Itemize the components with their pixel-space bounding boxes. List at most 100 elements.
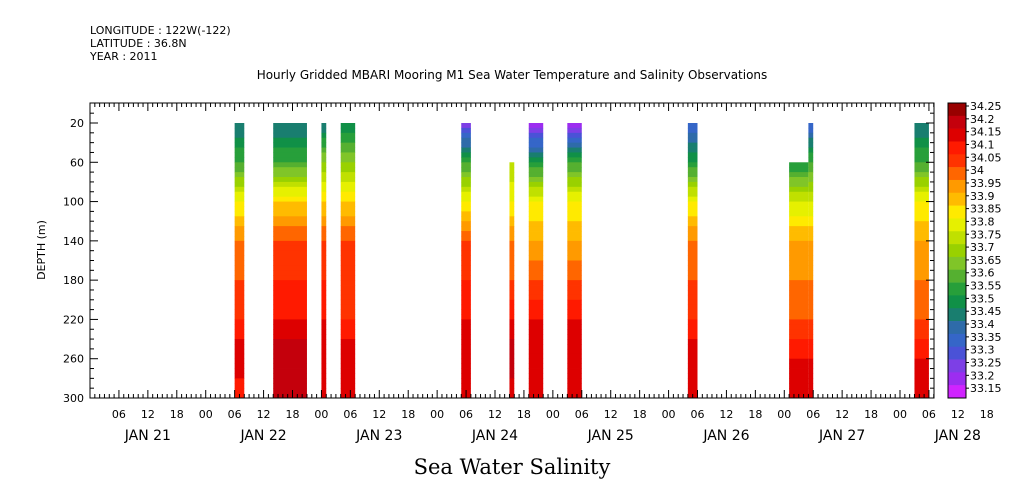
- salinity-cell: [273, 299, 307, 306]
- data-segment: [234, 123, 245, 399]
- y-tick-label: 220: [63, 313, 84, 326]
- salinity-cell: [461, 245, 471, 252]
- salinity-cell: [340, 162, 356, 168]
- salinity-cell: [808, 147, 814, 153]
- salinity-cell: [340, 123, 356, 129]
- y-axis-label: DEPTH (m): [35, 220, 48, 280]
- salinity-cell: [914, 231, 929, 237]
- salinity-cell: [914, 147, 929, 153]
- salinity-cell: [340, 196, 356, 202]
- salinity-cell: [567, 191, 582, 198]
- salinity-cell: [461, 275, 471, 281]
- salinity-cell: [321, 181, 327, 188]
- salinity-cell: [234, 270, 245, 276]
- salinity-cell: [789, 167, 809, 173]
- salinity-cell: [567, 201, 582, 207]
- salinity-cell: [273, 255, 307, 261]
- x-tick-label: 00: [777, 408, 791, 421]
- salinity-cell: [273, 319, 307, 325]
- salinity-cell: [234, 157, 245, 163]
- salinity-cell: [321, 216, 327, 222]
- salinity-cell: [914, 250, 929, 256]
- salinity-cell: [509, 226, 515, 232]
- salinity-cell: [340, 206, 356, 212]
- salinity-cell: [461, 206, 471, 212]
- x-tick-label: 18: [517, 408, 531, 421]
- salinity-cell: [567, 368, 582, 374]
- salinity-cell: [340, 393, 356, 399]
- x-tick-label: 12: [488, 408, 502, 421]
- salinity-cell: [340, 216, 356, 222]
- salinity-cell: [273, 393, 307, 399]
- salinity-cell: [273, 363, 307, 369]
- salinity-cell: [687, 289, 698, 296]
- salinity-cell: [509, 314, 515, 320]
- salinity-cell: [340, 309, 356, 315]
- salinity-cell: [567, 353, 582, 360]
- salinity-cell: [461, 191, 471, 198]
- salinity-cell: [914, 314, 929, 320]
- salinity-cell: [567, 314, 582, 320]
- salinity-cell: [461, 294, 471, 301]
- chart-footer-title: Sea Water Salinity: [413, 455, 611, 479]
- salinity-cell: [914, 383, 929, 389]
- salinity-cell: [273, 324, 307, 330]
- salinity-cell: [528, 363, 544, 369]
- salinity-cell: [528, 181, 544, 188]
- salinity-cell: [509, 260, 515, 266]
- salinity-cell: [808, 368, 814, 374]
- salinity-cell: [808, 294, 814, 301]
- salinity-cell: [914, 304, 929, 311]
- salinity-cell: [789, 329, 809, 335]
- salinity-cell: [567, 299, 582, 306]
- salinity-cell: [567, 329, 582, 335]
- salinity-cell: [687, 201, 698, 207]
- salinity-cell: [461, 309, 471, 315]
- colorbar-swatch: [948, 321, 966, 335]
- salinity-cell: [808, 255, 814, 261]
- salinity-cell: [789, 196, 809, 202]
- salinity-cell: [528, 127, 544, 134]
- salinity-cell: [914, 309, 929, 315]
- salinity-cell: [567, 250, 582, 256]
- salinity-cell: [567, 127, 582, 134]
- salinity-cell: [808, 221, 814, 227]
- salinity-cell: [789, 270, 809, 276]
- y-tick-label: 100: [63, 196, 84, 209]
- salinity-cell: [321, 265, 327, 271]
- salinity-cell: [914, 294, 929, 301]
- salinity-cell: [461, 378, 471, 384]
- salinity-cell: [789, 226, 809, 232]
- salinity-cell: [234, 162, 245, 168]
- salinity-cell: [273, 147, 307, 153]
- salinity-cell: [914, 162, 929, 168]
- salinity-cell: [528, 393, 544, 399]
- salinity-cell: [509, 270, 515, 276]
- salinity-cell: [528, 123, 544, 129]
- salinity-cell: [273, 127, 307, 134]
- salinity-cell: [234, 339, 245, 345]
- salinity-cell: [687, 353, 698, 360]
- salinity-cell: [808, 260, 814, 266]
- colorbar-label: 34.05: [970, 151, 1002, 164]
- salinity-cell: [687, 343, 698, 350]
- salinity-cell: [808, 142, 814, 148]
- y-tick-label: 300: [63, 392, 84, 405]
- salinity-cell: [273, 206, 307, 212]
- salinity-cell: [808, 206, 814, 212]
- colorbar: 34.2534.234.1534.134.053433.9533.933.853…: [947, 100, 1002, 399]
- salinity-cell: [234, 368, 245, 374]
- salinity-cell: [914, 206, 929, 212]
- colorbar-label: 33.85: [970, 203, 1002, 216]
- salinity-cell: [273, 358, 307, 365]
- salinity-cell: [234, 127, 245, 134]
- salinity-cell: [808, 265, 814, 271]
- salinity-cell: [234, 358, 245, 365]
- salinity-cell: [808, 123, 814, 129]
- salinity-cell: [461, 231, 471, 237]
- salinity-cell: [808, 348, 814, 355]
- salinity-cell: [461, 265, 471, 271]
- colorbar-label: 33.5: [970, 292, 995, 305]
- salinity-cell: [687, 172, 698, 178]
- colorbar-label: 33.7: [970, 241, 995, 254]
